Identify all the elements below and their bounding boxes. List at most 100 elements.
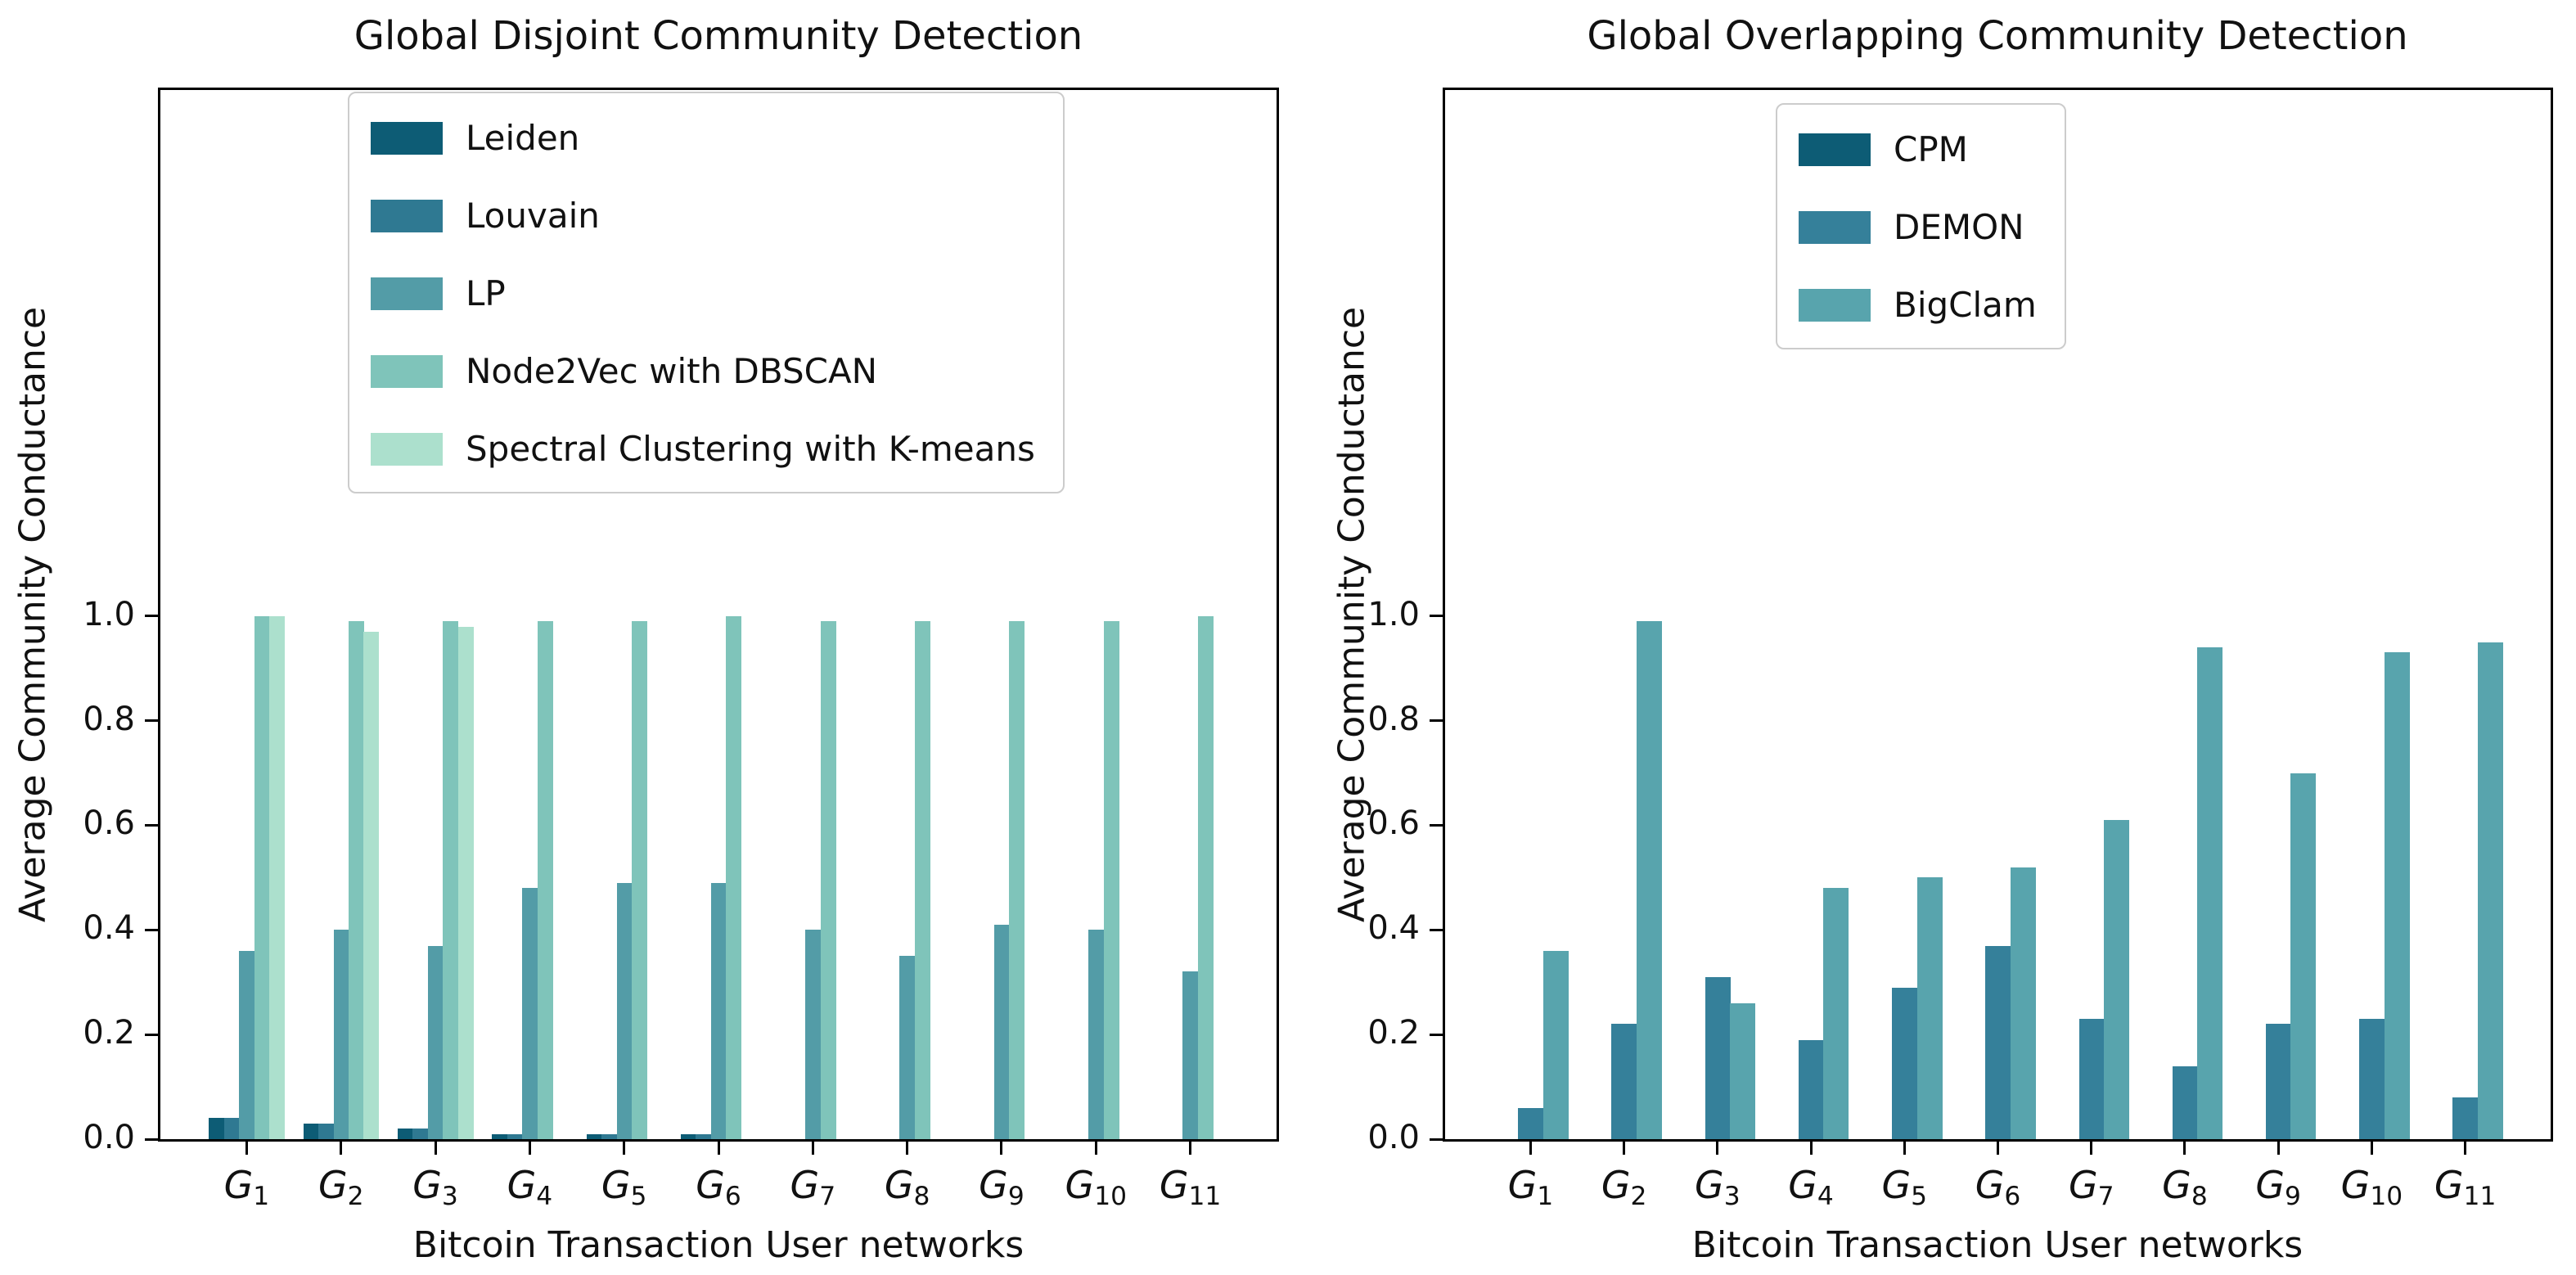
legend-label: Spectral Clustering with K-means <box>466 429 1035 469</box>
x-tick-label: G8 <box>884 1163 930 1211</box>
bar-demon-G4 <box>1798 1039 1824 1139</box>
legend-swatch-icon <box>1799 210 1871 244</box>
bar-node2vec-with-dbscan-G10 <box>1103 621 1119 1139</box>
bar-demon-G10 <box>2359 1019 2385 1139</box>
bar-node2vec-with-dbscan-G7 <box>820 621 836 1139</box>
bar-lp-G3 <box>427 945 444 1139</box>
bar-lp-G7 <box>805 930 822 1139</box>
bar-node2vec-with-dbscan-G3 <box>443 621 459 1139</box>
x-tick-label: G10 <box>1065 1163 1127 1211</box>
x-tick <box>1094 1142 1097 1155</box>
y-tick <box>145 1033 158 1036</box>
legend-overlapping: CPM DEMON BigClam <box>1776 103 2066 349</box>
y-tick-label: 0.2 <box>83 1014 135 1052</box>
y-tick-label: 0.0 <box>83 1119 135 1156</box>
legend-swatch-icon <box>371 354 443 388</box>
x-tick <box>2370 1142 2373 1155</box>
y-tick <box>1430 1033 1443 1036</box>
bar-demon-G3 <box>1705 976 1731 1139</box>
x-tick-label: G11 <box>2434 1163 2497 1211</box>
x-tick-label: G3 <box>1695 1163 1741 1211</box>
legend-row: DEMON <box>1799 207 2037 247</box>
bar-lp-G9 <box>993 924 1010 1139</box>
bar-node2vec-with-dbscan-G4 <box>537 621 553 1139</box>
bar-spectral-clustering-with-k-means-G1 <box>269 615 286 1139</box>
x-tick-label: G11 <box>1159 1163 1222 1211</box>
y-tick <box>1430 1138 1443 1141</box>
bar-lp-G10 <box>1088 930 1105 1139</box>
x-tick-label: G4 <box>1788 1163 1834 1211</box>
x-tick <box>340 1142 343 1155</box>
x-tick <box>2277 1142 2280 1155</box>
x-tick <box>1903 1142 1906 1155</box>
bar-lp-G4 <box>522 888 538 1139</box>
bar-lp-G6 <box>710 882 727 1139</box>
x-tick <box>717 1142 720 1155</box>
bar-louvain-G6 <box>696 1133 712 1139</box>
legend-row: LP <box>371 273 1035 313</box>
legend-label: LP <box>466 273 506 313</box>
legend-swatch-icon <box>371 121 443 155</box>
x-tick <box>2090 1142 2093 1155</box>
y-tick <box>145 1138 158 1141</box>
bar-demon-G8 <box>2172 1066 2198 1139</box>
y-tick-label: 0.8 <box>1367 700 1420 738</box>
bar-bigclam-G1 <box>1542 950 1569 1139</box>
bar-demon-G7 <box>2078 1019 2105 1139</box>
x-tick <box>811 1142 814 1155</box>
legend-label: BigClam <box>1894 285 2037 325</box>
legend-label: CPM <box>1894 129 1968 169</box>
y-tick <box>1430 928 1443 931</box>
y-tick <box>1430 719 1443 723</box>
y-tick <box>145 823 158 827</box>
bar-demon-G6 <box>1985 945 2011 1139</box>
y-tick-label: 1.0 <box>1367 595 1420 633</box>
x-tick <box>1716 1142 1719 1155</box>
legend-swatch-icon <box>371 199 443 232</box>
x-tick <box>528 1142 531 1155</box>
legend-swatch-icon <box>1799 133 1871 166</box>
x-tick <box>1623 1142 1626 1155</box>
chart-title-disjoint: Global Disjoint Community Detection <box>354 13 1083 59</box>
y-tick <box>1430 615 1443 618</box>
bar-node2vec-with-dbscan-G1 <box>254 615 270 1139</box>
bar-louvain-G3 <box>412 1129 429 1139</box>
x-tick-label: G6 <box>696 1163 741 1211</box>
chart-title-overlapping: Global Overlapping Community Detection <box>1587 13 2408 59</box>
bar-bigclam-G10 <box>2384 652 2410 1139</box>
bar-bigclam-G7 <box>2104 820 2130 1139</box>
legend-swatch-icon <box>371 432 443 466</box>
legend-label: Node2Vec with DBSCAN <box>466 351 878 391</box>
x-tick <box>623 1142 626 1155</box>
x-tick-label: G9 <box>979 1163 1025 1211</box>
bar-leiden-G6 <box>680 1133 696 1139</box>
legend-row: Spectral Clustering with K-means <box>371 429 1035 469</box>
bar-louvain-G4 <box>507 1133 523 1139</box>
bar-leiden-G3 <box>397 1129 413 1139</box>
x-tick-label: G4 <box>507 1163 553 1211</box>
bar-leiden-G5 <box>586 1133 602 1139</box>
bar-bigclam-G4 <box>1823 888 1849 1139</box>
legend-swatch-icon <box>1799 288 1871 322</box>
x-tick <box>1189 1142 1192 1155</box>
bar-leiden-G4 <box>492 1133 508 1139</box>
bar-demon-G2 <box>1611 1024 1637 1139</box>
bar-lp-G8 <box>899 956 916 1139</box>
y-tick-label: 0.0 <box>1367 1119 1420 1156</box>
x-tick <box>1000 1142 1003 1155</box>
bar-node2vec-with-dbscan-G6 <box>726 615 742 1139</box>
bar-demon-G1 <box>1518 1107 1544 1139</box>
bar-louvain-G1 <box>223 1118 240 1139</box>
legend-disjoint: Leiden Louvain LP Node2Vec with DBSCAN Spect… <box>348 92 1065 493</box>
x-tick-label: G3 <box>412 1163 458 1211</box>
bar-spectral-clustering-with-k-means-G2 <box>363 631 380 1139</box>
bar-louvain-G5 <box>601 1133 618 1139</box>
legend-row: Node2Vec with DBSCAN <box>371 351 1035 391</box>
legend-row: Louvain <box>371 196 1035 236</box>
bar-bigclam-G11 <box>2477 642 2503 1139</box>
legend-label: Leiden <box>466 118 580 158</box>
y-tick <box>145 719 158 723</box>
bar-bigclam-G5 <box>1916 877 1943 1139</box>
legend-swatch-icon <box>371 277 443 310</box>
